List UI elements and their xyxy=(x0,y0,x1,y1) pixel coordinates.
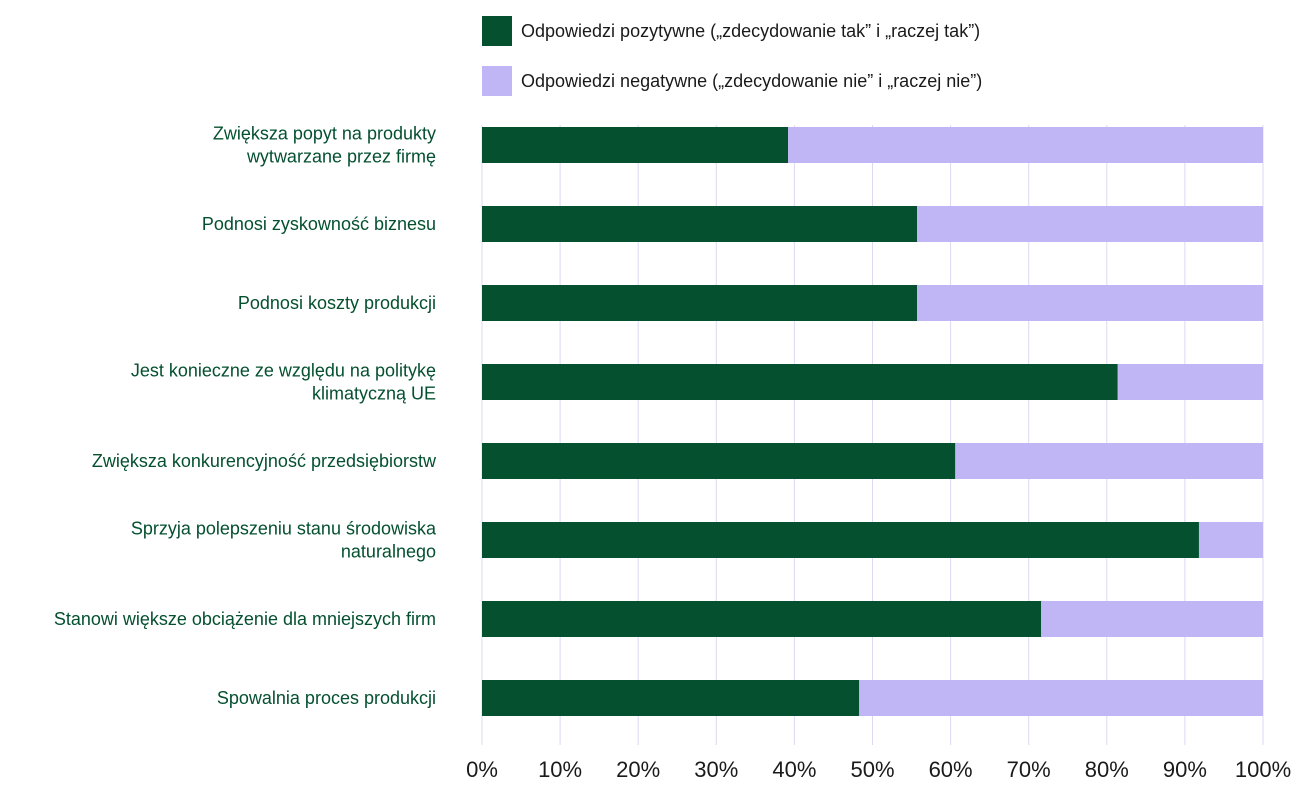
x-tick-label: 30% xyxy=(694,757,738,782)
bar-negative xyxy=(1198,522,1263,558)
x-tick-label: 50% xyxy=(850,757,894,782)
category-label-line: wytwarzane przez firmę xyxy=(246,147,436,167)
category-label-line: Stanowi większe obciążenie dla mniejszyc… xyxy=(54,609,436,629)
bar-negative xyxy=(917,206,1263,242)
legend: Odpowiedzi pozytywne („zdecydowanie tak”… xyxy=(482,16,982,96)
bar-negative xyxy=(1117,364,1263,400)
bar-negative xyxy=(917,285,1263,321)
x-tick-label: 100% xyxy=(1235,757,1291,782)
x-tick-label: 0% xyxy=(466,757,498,782)
category-label: Podnosi koszty produkcji xyxy=(238,293,436,313)
category-label: Sprzyja polepszeniu stanu środowiska natu… xyxy=(131,519,437,562)
bar-positive xyxy=(482,285,918,321)
x-tick-label: 20% xyxy=(616,757,660,782)
category-label-line: Spowalnia proces produkcji xyxy=(217,688,436,708)
legend-swatch xyxy=(482,66,512,96)
legend-label: Odpowiedzi negatywne („zdecydowanie nie”… xyxy=(521,71,982,91)
x-tick-label: 70% xyxy=(1007,757,1051,782)
bars xyxy=(482,127,1263,716)
bar-negative xyxy=(788,127,1263,163)
category-label-line: Jest konieczne ze względu na politykę xyxy=(131,361,436,381)
category-label-line: Zwiększa popyt na produkty xyxy=(213,124,436,144)
legend-swatch xyxy=(482,16,512,46)
x-tick-label: 80% xyxy=(1085,757,1129,782)
category-label: Podnosi zyskowność biznesu xyxy=(202,214,436,234)
category-label-line: Podnosi koszty produkcji xyxy=(238,293,436,313)
category-label: Stanowi większe obciążenie dla mniejszyc… xyxy=(54,609,436,629)
bar-positive xyxy=(482,127,789,163)
bar-positive xyxy=(482,522,1199,558)
category-label: Zwiększa konkurencyjność przedsiębiorstw xyxy=(92,451,437,471)
legend-label: Odpowiedzi pozytywne („zdecydowanie tak”… xyxy=(521,21,980,41)
category-label: Jest konieczne ze względu na politykę kli… xyxy=(131,361,436,404)
x-tick-label: 10% xyxy=(538,757,582,782)
category-labels: Zwiększa popyt na produkty wytwarzane prz… xyxy=(54,124,437,709)
category-label: Zwiększa popyt na produkty wytwarzane prz… xyxy=(213,124,436,167)
x-tick-label: 90% xyxy=(1163,757,1207,782)
bar-positive xyxy=(482,443,956,479)
x-tick-label: 60% xyxy=(929,757,973,782)
category-label-line: Podnosi zyskowność biznesu xyxy=(202,214,436,234)
bar-negative xyxy=(955,443,1263,479)
category-label: Spowalnia proces produkcji xyxy=(217,688,436,708)
category-label-line: klimatyczną UE xyxy=(312,384,436,404)
bar-positive xyxy=(482,206,918,242)
category-label-line: Sprzyja polepszeniu stanu środowiska xyxy=(131,519,437,539)
bar-positive xyxy=(482,364,1118,400)
x-axis-ticks: 0% 10% 20% 30% 40% 50% 60% 70% 80% 90% 100% xyxy=(466,757,1291,782)
bar-positive xyxy=(482,601,1042,637)
bar-negative xyxy=(1041,601,1263,637)
bar-positive xyxy=(482,680,860,716)
bar-negative xyxy=(859,680,1263,716)
category-label-line: naturalnego xyxy=(341,542,436,562)
x-tick-label: 40% xyxy=(772,757,816,782)
category-label-line: Zwiększa konkurencyjność przedsiębiorstw xyxy=(92,451,437,471)
